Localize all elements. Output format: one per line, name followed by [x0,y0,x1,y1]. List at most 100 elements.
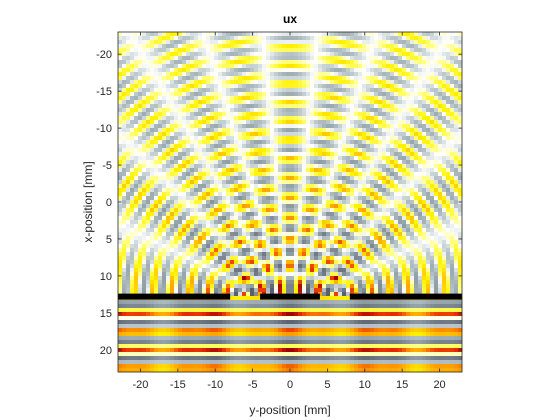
heatmap-cell [442,152,447,157]
heatmap-cell [454,168,459,173]
heatmap-cell [354,148,359,153]
heatmap-cell [306,36,311,41]
heatmap-cell [134,228,139,233]
heatmap-cell [270,132,275,137]
heatmap-cell [206,76,211,81]
heatmap-cell [430,120,435,125]
heatmap-cell [270,128,275,133]
heatmap-cell [274,152,279,157]
heatmap-cell [410,244,415,249]
heatmap-cell [214,184,219,189]
heatmap-cell [202,100,207,105]
heatmap-cell [174,256,179,261]
heatmap-cell [366,100,371,105]
heatmap-cell [218,220,223,225]
heatmap-cell [398,80,403,85]
heatmap-cell [378,124,383,129]
heatmap-cell [262,72,267,77]
heatmap-cell [302,148,307,153]
heatmap-cell [198,140,203,145]
heatmap-cell [202,196,207,201]
heatmap-cell [118,44,123,49]
heatmap-cell [182,68,187,73]
heatmap-cell [206,136,211,141]
heatmap-cell [458,56,463,61]
heatmap-cell [190,32,195,37]
heatmap-cell [434,116,439,121]
heatmap-cell [206,228,211,233]
heatmap-cell [158,128,163,133]
heatmap-cell [454,224,459,229]
heatmap-cell [186,64,191,69]
heatmap-cell [142,216,147,221]
heatmap-cell [390,52,395,57]
heatmap-cell [206,72,211,77]
heatmap-cell [370,180,375,185]
heatmap-cell [250,40,255,45]
heatmap-cell [298,176,303,181]
heatmap-cell [162,220,167,225]
heatmap-cell [170,48,175,53]
heatmap-cell [358,40,363,45]
heatmap-cell [346,208,351,213]
heatmap-cell [186,48,191,53]
heatmap-cell [318,212,323,217]
heatmap-cell [302,164,307,169]
heatmap-cell [226,116,231,121]
heatmap-cell [374,160,379,165]
heatmap-cell [234,200,239,205]
heatmap-cell [402,80,407,85]
heatmap-cell [446,232,451,237]
heatmap-cell [258,236,263,241]
heatmap-cell [366,256,371,261]
heatmap-cell [250,48,255,53]
heatmap-cell [170,212,175,217]
heatmap-cell [130,40,135,45]
heatmap-cell [266,72,271,77]
heatmap-cell [214,72,219,77]
heatmap-cell [454,44,459,49]
heatmap-cell [354,248,359,253]
heatmap-cell [182,252,187,257]
heatmap-cell [162,48,167,53]
heatmap-cell [118,132,123,137]
heatmap-cell [326,56,331,61]
heatmap-cell [314,80,319,85]
heatmap-cell [438,132,443,137]
heatmap-cell [186,84,191,89]
heatmap-cell [162,68,167,73]
heatmap-cell [394,52,399,57]
heatmap-cell [218,200,223,205]
heatmap-cell [242,164,247,169]
heatmap-cell [354,208,359,213]
heatmap-cell [338,156,343,161]
heatmap-cell [426,168,431,173]
heatmap-cell [434,148,439,153]
heatmap-cell [354,260,359,265]
heatmap-cell [290,168,295,173]
heatmap-cell [154,92,159,97]
heatmap-cell [306,52,311,57]
heatmap-cell [426,164,431,169]
heatmap-cell [246,124,251,129]
heatmap-cell [122,164,127,169]
heatmap-cell [422,212,427,217]
heatmap-cell [262,36,267,41]
heatmap-cell [342,72,347,77]
heatmap-cell [238,228,243,233]
heatmap-cell [338,164,343,169]
heatmap-cell [318,104,323,109]
heatmap-cell [334,132,339,137]
heatmap-cell [458,116,463,121]
heatmap-cell [414,240,419,245]
heatmap-cell [334,204,339,209]
heatmap-cell [182,236,187,241]
heatmap-cell [150,240,155,245]
heatmap-cell [398,112,403,117]
heatmap-cell [182,128,187,133]
heatmap-cell [418,224,423,229]
heatmap-cell [266,144,271,149]
heatmap-cell [130,84,135,89]
heatmap-cell [378,204,383,209]
heatmap-cell [386,48,391,53]
